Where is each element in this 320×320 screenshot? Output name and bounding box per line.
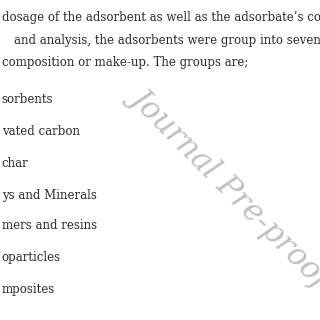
Text: composition or make-up. The groups are;: composition or make-up. The groups are; (2, 56, 248, 69)
Text: ys and Minerals: ys and Minerals (2, 189, 96, 202)
Text: vated carbon: vated carbon (2, 125, 80, 138)
Text: char: char (2, 157, 28, 170)
Text: Journal Pre-proof: Journal Pre-proof (125, 80, 320, 291)
Text: dosage of the adsorbent as well as the adsorbate’s conc: dosage of the adsorbent as well as the a… (2, 11, 320, 24)
Text: mposites: mposites (2, 283, 55, 296)
Text: mers and resins: mers and resins (2, 219, 97, 232)
Text: and analysis, the adsorbents were group into seven dif: and analysis, the adsorbents were group … (14, 34, 320, 47)
Text: sorbents: sorbents (2, 93, 53, 106)
Text: oparticles: oparticles (2, 251, 61, 264)
